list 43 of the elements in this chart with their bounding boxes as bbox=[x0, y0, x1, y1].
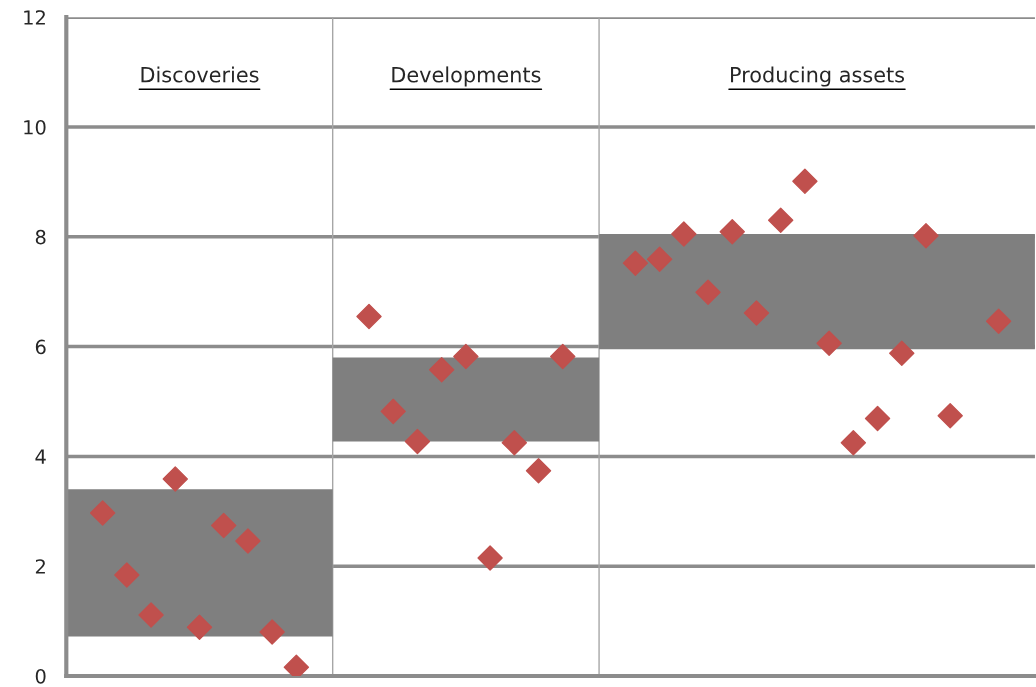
point bbox=[646, 246, 673, 272]
point bbox=[138, 602, 164, 628]
point bbox=[162, 466, 188, 492]
point bbox=[719, 219, 745, 245]
annotation: Discoveries bbox=[141, 66, 259, 83]
point bbox=[525, 457, 552, 484]
point bbox=[501, 429, 528, 456]
point bbox=[622, 250, 649, 276]
y-tick-label: 4 bbox=[35, 449, 46, 464]
point bbox=[428, 356, 455, 383]
point bbox=[671, 221, 697, 247]
point bbox=[840, 429, 867, 456]
point bbox=[864, 405, 891, 432]
point bbox=[792, 168, 818, 195]
point bbox=[743, 300, 770, 326]
point bbox=[114, 562, 140, 588]
point bbox=[913, 222, 939, 249]
point bbox=[89, 500, 116, 526]
y-tick-label: 8 bbox=[35, 229, 46, 245]
y-tick-label: 6 bbox=[35, 339, 46, 355]
point bbox=[477, 545, 503, 571]
point bbox=[235, 528, 261, 554]
y-tick-label: 0 bbox=[35, 668, 46, 684]
point bbox=[380, 398, 406, 425]
point bbox=[453, 343, 479, 370]
point bbox=[767, 207, 794, 234]
point bbox=[985, 308, 1012, 335]
y-tick-label: 2 bbox=[35, 559, 45, 574]
point bbox=[889, 340, 915, 366]
point bbox=[816, 330, 842, 357]
point bbox=[259, 619, 285, 645]
point bbox=[937, 403, 963, 429]
annotation: Producing assets bbox=[731, 66, 905, 87]
point bbox=[211, 512, 237, 539]
y-tick-label: 12 bbox=[24, 10, 45, 25]
annotation: Developments bbox=[392, 66, 541, 87]
point bbox=[404, 428, 431, 455]
point bbox=[695, 279, 721, 305]
point bbox=[550, 343, 576, 370]
point bbox=[356, 303, 382, 330]
point bbox=[283, 654, 310, 677]
y-tick-label: 10 bbox=[24, 119, 46, 135]
point bbox=[186, 614, 213, 640]
